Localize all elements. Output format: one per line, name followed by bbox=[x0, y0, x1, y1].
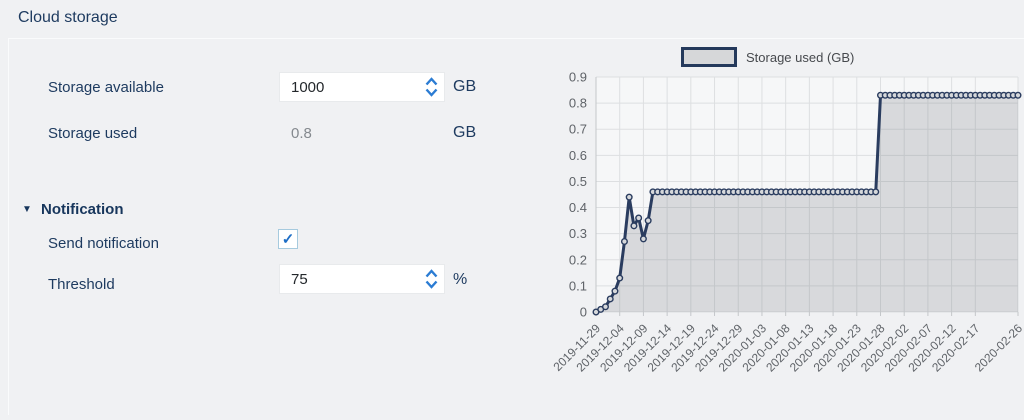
storage-available-unit: GB bbox=[453, 78, 477, 95]
svg-text:0.4: 0.4 bbox=[569, 200, 587, 215]
svg-text:0.1: 0.1 bbox=[569, 278, 587, 293]
storage-available-field bbox=[279, 72, 445, 102]
storage-available-input[interactable] bbox=[280, 78, 423, 96]
svg-text:0.6: 0.6 bbox=[569, 148, 587, 163]
svg-text:0.7: 0.7 bbox=[569, 122, 587, 137]
svg-text:0.2: 0.2 bbox=[569, 252, 587, 267]
storage-used-label: Storage used bbox=[48, 125, 138, 142]
chart-legend: Storage used (GB) bbox=[681, 47, 854, 67]
panel-divider bbox=[8, 38, 1024, 415]
threshold-unit: % bbox=[453, 271, 468, 288]
collapse-triangle-icon[interactable]: ▼ bbox=[22, 204, 32, 215]
legend-label: Storage used (GB) bbox=[746, 49, 855, 65]
svg-text:0: 0 bbox=[580, 305, 587, 320]
send-notification-checkbox[interactable]: ✓ bbox=[278, 229, 298, 249]
svg-text:0.9: 0.9 bbox=[569, 70, 587, 85]
threshold-label: Threshold bbox=[48, 276, 115, 293]
notification-section-header[interactable]: Notification bbox=[41, 201, 124, 218]
storage-used-value: 0.8 bbox=[291, 125, 312, 142]
chevron-up-icon bbox=[425, 77, 437, 86]
storage-used-unit: GB bbox=[453, 124, 477, 141]
threshold-stepper[interactable] bbox=[423, 266, 439, 292]
legend-swatch-icon bbox=[681, 47, 737, 67]
chevron-down-icon bbox=[425, 88, 437, 97]
storage-available-stepper[interactable] bbox=[423, 74, 439, 100]
threshold-input[interactable] bbox=[280, 270, 423, 288]
threshold-field bbox=[279, 264, 445, 294]
page-title: Cloud storage bbox=[18, 9, 118, 26]
check-icon: ✓ bbox=[281, 230, 295, 248]
storage-available-label: Storage available bbox=[48, 79, 164, 96]
svg-text:0.8: 0.8 bbox=[569, 96, 587, 111]
chevron-up-icon bbox=[425, 269, 437, 278]
storage-usage-chart: Storage used (GB) 0 0.1 0.2 0.3 0.4 0.5 0.6 0.7… bbox=[520, 40, 1024, 415]
send-notification-label: Send notification bbox=[48, 235, 159, 252]
svg-text:0.3: 0.3 bbox=[569, 226, 587, 241]
svg-text:0.5: 0.5 bbox=[569, 174, 587, 189]
chevron-down-icon bbox=[425, 280, 437, 289]
storage-usage-plot: 00.10.20.30.40.50.60.70.80.92019-11-2920… bbox=[550, 70, 1024, 375]
